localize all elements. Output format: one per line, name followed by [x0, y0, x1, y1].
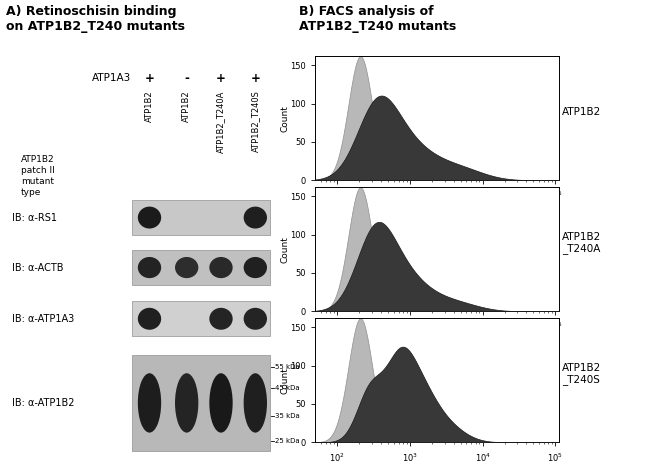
Ellipse shape	[244, 257, 267, 278]
Y-axis label: Count: Count	[280, 105, 289, 132]
Text: ATP1A3: ATP1A3	[92, 73, 131, 83]
Ellipse shape	[175, 257, 198, 278]
Text: IB: α-ATP1B2: IB: α-ATP1B2	[12, 398, 75, 408]
Text: B) FACS analysis of
ATP1B2_T240 mutants: B) FACS analysis of ATP1B2_T240 mutants	[299, 5, 456, 33]
Ellipse shape	[209, 373, 233, 432]
Bar	[133, 250, 270, 285]
Text: IB: α-RS1: IB: α-RS1	[12, 212, 57, 223]
Y-axis label: Count: Count	[280, 367, 289, 394]
Ellipse shape	[209, 308, 233, 330]
Ellipse shape	[138, 206, 161, 228]
Ellipse shape	[138, 308, 161, 330]
Text: ATP1B2
_T240S: ATP1B2 _T240S	[562, 363, 601, 385]
Text: A) Retinoschisin binding
on ATP1B2_T240 mutants: A) Retinoschisin binding on ATP1B2_T240 …	[6, 5, 185, 33]
Text: IB: α-ATP1A3: IB: α-ATP1A3	[12, 314, 75, 324]
Text: -: -	[184, 72, 189, 85]
Bar	[133, 200, 270, 235]
Text: ATP1B2: ATP1B2	[562, 107, 601, 117]
Ellipse shape	[138, 257, 161, 278]
Text: +: +	[144, 72, 155, 85]
Ellipse shape	[244, 373, 267, 432]
Ellipse shape	[244, 206, 267, 228]
Text: ATP1B2_T240S: ATP1B2_T240S	[251, 90, 260, 153]
Bar	[133, 355, 270, 451]
Bar	[133, 301, 270, 336]
Ellipse shape	[244, 308, 267, 330]
Text: ATP1B2: ATP1B2	[182, 90, 191, 122]
Text: 25 kDa: 25 kDa	[276, 438, 300, 444]
Text: ATP1B2_T240A: ATP1B2_T240A	[216, 90, 226, 153]
Text: ATP1B2
patch II
mutant
type: ATP1B2 patch II mutant type	[21, 155, 55, 197]
Text: 55 kDa: 55 kDa	[276, 364, 300, 370]
Text: ATP1B2: ATP1B2	[145, 90, 154, 122]
Text: +: +	[250, 72, 260, 85]
Y-axis label: Count: Count	[280, 236, 289, 263]
Ellipse shape	[175, 373, 198, 432]
Text: +: +	[216, 72, 226, 85]
Ellipse shape	[209, 257, 233, 278]
Ellipse shape	[138, 373, 161, 432]
Text: 45 kDa: 45 kDa	[276, 385, 300, 391]
Text: 35 kDa: 35 kDa	[276, 413, 300, 419]
Text: IB: α-ACTB: IB: α-ACTB	[12, 263, 64, 272]
Text: ATP1B2
_T240A: ATP1B2 _T240A	[562, 232, 601, 254]
